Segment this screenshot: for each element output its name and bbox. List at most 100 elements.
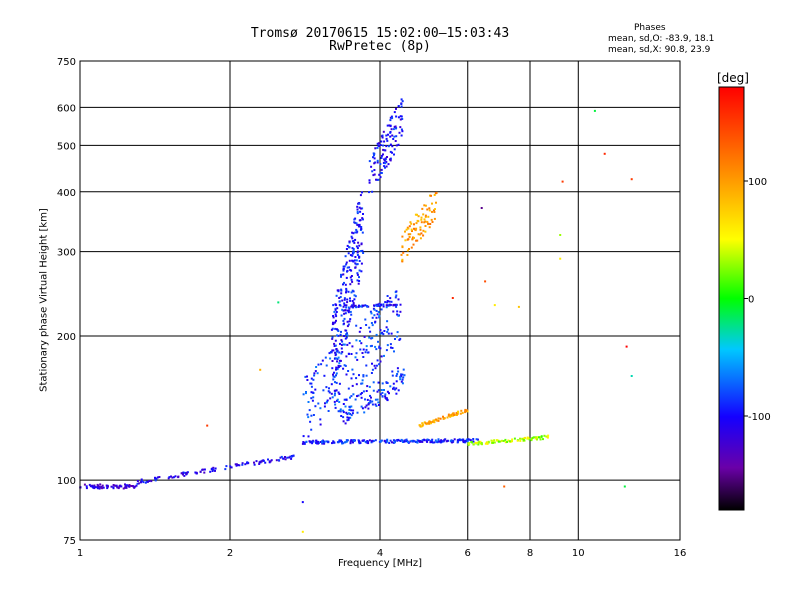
data-point (212, 468, 215, 471)
data-point (446, 416, 449, 419)
data-point (358, 256, 361, 259)
colorbar-tick-label: 0 (748, 295, 754, 306)
data-point (349, 299, 352, 302)
data-point (389, 124, 392, 127)
data-point (492, 440, 495, 443)
data-point (343, 281, 345, 284)
data-point (214, 469, 216, 472)
data-point (337, 366, 340, 369)
data-point (427, 439, 430, 441)
data-point (154, 477, 157, 480)
data-point (377, 311, 380, 313)
data-point (409, 440, 412, 443)
data-point (399, 337, 402, 340)
data-point (324, 402, 326, 405)
data-point (343, 302, 346, 305)
data-point (379, 329, 382, 331)
data-point (356, 395, 358, 398)
data-point (353, 259, 356, 262)
data-point (336, 399, 338, 402)
data-point (389, 143, 392, 146)
data-point (326, 400, 328, 403)
data-point (378, 314, 381, 317)
x-tick-label: 2 (227, 548, 233, 559)
data-point (368, 179, 371, 182)
data-point (338, 362, 341, 365)
data-point (347, 290, 350, 293)
data-point (94, 486, 97, 489)
data-point (340, 275, 342, 278)
data-point (375, 316, 378, 319)
data-point (376, 178, 379, 181)
data-point (352, 248, 355, 250)
data-point (367, 407, 370, 410)
data-point (360, 226, 363, 228)
data-point (346, 309, 349, 312)
data-point (391, 134, 394, 137)
data-point (498, 440, 501, 443)
data-point (360, 207, 363, 210)
data-point (383, 439, 386, 442)
data-point (353, 241, 356, 244)
data-point (420, 440, 423, 443)
data-point (392, 303, 395, 306)
data-point (377, 389, 380, 392)
data-point (439, 417, 442, 420)
data-point (341, 441, 343, 444)
data-point (364, 351, 367, 354)
data-point (334, 354, 337, 357)
data-point (393, 135, 396, 138)
data-point (358, 304, 360, 307)
data-point (345, 355, 348, 358)
data-point (457, 410, 459, 413)
data-point (393, 350, 395, 353)
data-point (391, 151, 393, 154)
data-point (401, 378, 404, 381)
data-point (349, 297, 351, 300)
data-point (417, 215, 420, 218)
data-point (150, 480, 153, 483)
data-point (124, 483, 126, 486)
data-point (267, 458, 269, 461)
data-point (383, 159, 386, 162)
data-point (134, 485, 137, 488)
data-point (394, 388, 396, 391)
data-point (497, 439, 500, 442)
data-point (372, 174, 375, 177)
data-point (347, 309, 350, 312)
data-point (395, 387, 398, 390)
data-point (302, 393, 305, 396)
data-point (342, 411, 345, 414)
data-point (345, 289, 348, 292)
data-point (342, 309, 345, 312)
data-point (393, 126, 396, 128)
data-point (423, 221, 426, 224)
data-point (401, 373, 404, 376)
data-point (344, 329, 347, 332)
data-point (391, 117, 394, 120)
data-point (513, 437, 516, 440)
data-point (329, 357, 332, 360)
data-point (380, 154, 383, 157)
data-point (308, 409, 311, 412)
data-point (395, 135, 398, 138)
data-point (310, 377, 313, 380)
data-point (145, 480, 148, 483)
data-point (435, 440, 438, 443)
data-point (486, 442, 489, 445)
data-point (461, 411, 464, 414)
data-point (332, 304, 335, 307)
data-point (348, 259, 351, 262)
data-point (345, 276, 348, 279)
data-point (407, 233, 410, 236)
data-point (358, 330, 361, 333)
data-point (224, 468, 227, 471)
data-point (340, 415, 343, 417)
data-point (349, 254, 352, 257)
data-point (371, 170, 374, 173)
outlier-point (630, 375, 633, 377)
data-point (378, 144, 381, 147)
data-point (415, 222, 418, 225)
data-point (442, 440, 445, 443)
